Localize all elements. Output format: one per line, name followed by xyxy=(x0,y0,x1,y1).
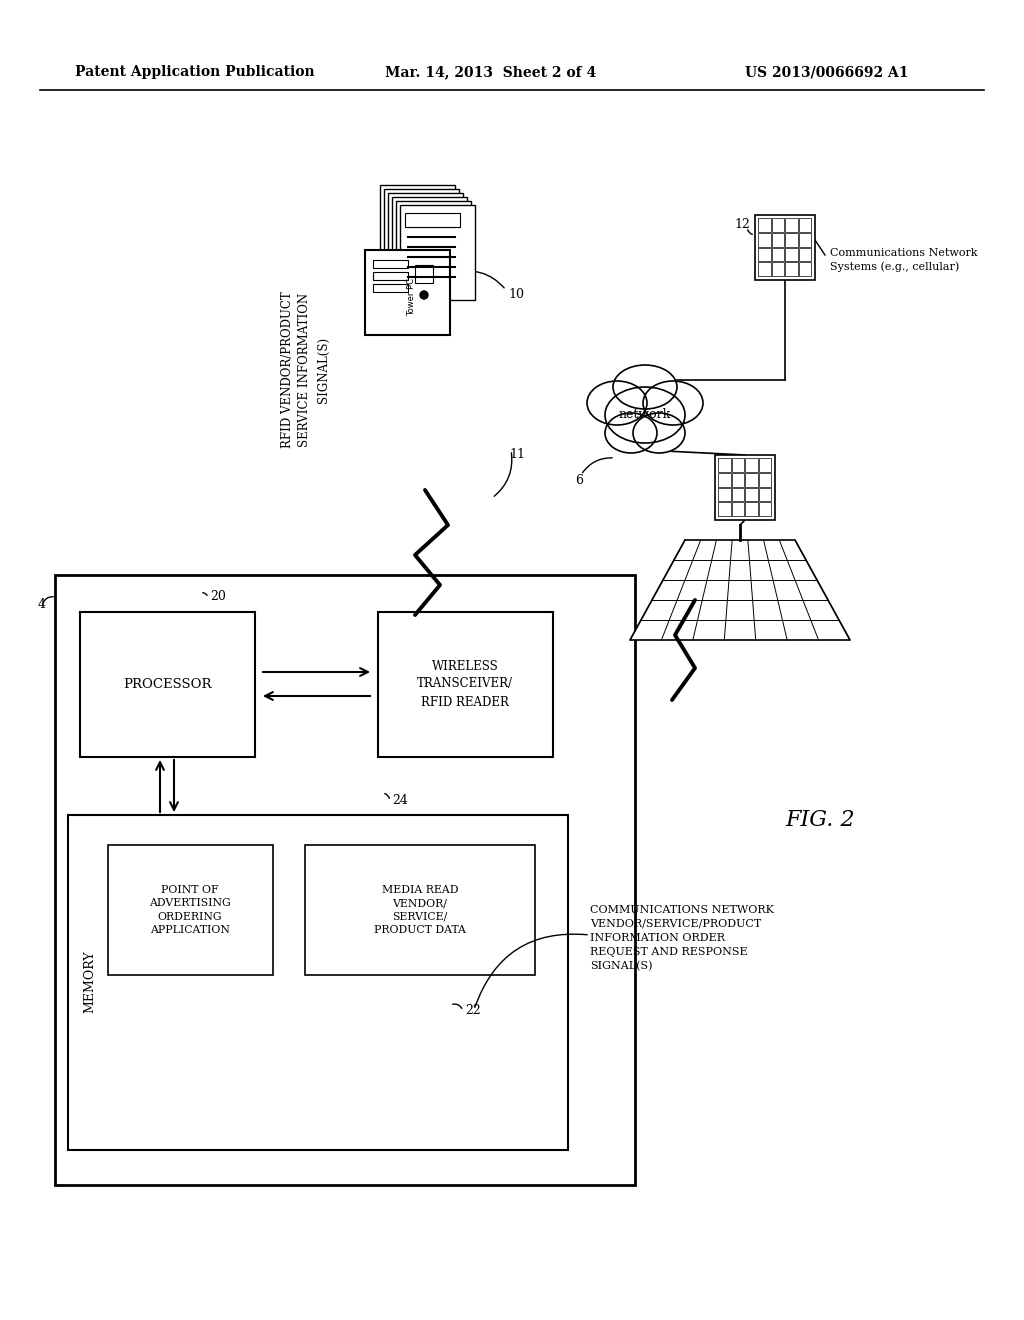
Bar xyxy=(68,814,568,1150)
Text: WIRELESS
TRANSCEIVER/
RFID READER: WIRELESS TRANSCEIVER/ RFID READER xyxy=(417,660,513,709)
Ellipse shape xyxy=(643,381,703,425)
Text: 10: 10 xyxy=(508,289,524,301)
Bar xyxy=(759,473,771,487)
Bar xyxy=(718,473,730,487)
Bar xyxy=(731,473,744,487)
Bar xyxy=(108,845,273,975)
Bar xyxy=(771,232,784,247)
Text: 11: 11 xyxy=(509,449,525,462)
Ellipse shape xyxy=(587,381,647,425)
Bar xyxy=(731,502,744,516)
Bar xyxy=(731,458,744,471)
Bar xyxy=(80,612,255,756)
Bar xyxy=(718,487,730,502)
Bar xyxy=(745,487,758,502)
Bar xyxy=(378,612,553,756)
Bar xyxy=(55,576,635,1185)
Bar xyxy=(771,218,784,232)
Ellipse shape xyxy=(605,413,657,453)
Text: Patent Application Publication: Patent Application Publication xyxy=(75,65,314,79)
Bar xyxy=(715,455,775,520)
Text: Communications Network
Systems (e.g., cellular): Communications Network Systems (e.g., ce… xyxy=(830,248,978,272)
Bar xyxy=(799,218,811,232)
Bar xyxy=(799,263,811,276)
Bar xyxy=(755,215,815,280)
Bar xyxy=(785,232,798,247)
Text: Mar. 14, 2013  Sheet 2 of 4: Mar. 14, 2013 Sheet 2 of 4 xyxy=(385,65,596,79)
Text: 12: 12 xyxy=(734,219,750,231)
Text: FIG. 2: FIG. 2 xyxy=(785,809,855,832)
Text: US 2013/0066692 A1: US 2013/0066692 A1 xyxy=(745,65,908,79)
Bar xyxy=(388,193,463,288)
Bar xyxy=(745,502,758,516)
Ellipse shape xyxy=(605,387,685,444)
Bar xyxy=(771,263,784,276)
Bar xyxy=(745,458,758,471)
Bar xyxy=(758,248,770,261)
Circle shape xyxy=(420,290,428,300)
Text: COMMUNICATIONS NETWORK
VENDOR/SERVICE/PRODUCT
INFORMATION ORDER
REQUEST AND RESP: COMMUNICATIONS NETWORK VENDOR/SERVICE/PR… xyxy=(590,906,774,972)
Bar xyxy=(718,458,730,471)
Bar xyxy=(415,265,433,282)
Bar xyxy=(384,189,459,284)
Text: MEDIA READ
VENDOR/
SERVICE/
PRODUCT DATA: MEDIA READ VENDOR/ SERVICE/ PRODUCT DATA xyxy=(374,886,466,935)
Bar xyxy=(758,263,770,276)
Text: RFID VENDOR/PRODUCT
SERVICE INFORMATION
SIGNAL(S): RFID VENDOR/PRODUCT SERVICE INFORMATION … xyxy=(281,292,330,449)
Bar xyxy=(731,487,744,502)
Bar xyxy=(718,502,730,516)
Bar xyxy=(758,232,770,247)
Bar xyxy=(373,284,408,292)
Text: PROCESSOR: PROCESSOR xyxy=(123,677,211,690)
Bar xyxy=(373,260,408,268)
Polygon shape xyxy=(630,540,850,640)
Bar xyxy=(785,248,798,261)
Text: 20: 20 xyxy=(210,590,226,603)
Ellipse shape xyxy=(633,413,685,453)
Text: Tower PC: Tower PC xyxy=(408,279,417,315)
Bar xyxy=(759,502,771,516)
Text: network: network xyxy=(618,408,671,421)
Bar xyxy=(396,201,471,296)
Bar xyxy=(799,232,811,247)
Bar xyxy=(771,248,784,261)
Text: 22: 22 xyxy=(465,1003,480,1016)
Text: POINT OF
ADVERTISING
ORDERING
APPLICATION: POINT OF ADVERTISING ORDERING APPLICATIO… xyxy=(150,886,230,935)
Text: 4: 4 xyxy=(38,598,46,611)
Text: 24: 24 xyxy=(392,793,408,807)
Bar xyxy=(365,249,450,335)
Bar xyxy=(305,845,535,975)
Bar xyxy=(799,248,811,261)
Bar xyxy=(785,263,798,276)
Bar xyxy=(406,213,460,227)
Bar xyxy=(759,458,771,471)
Text: MEMORY: MEMORY xyxy=(84,950,96,1014)
Bar xyxy=(380,185,455,280)
Bar xyxy=(373,272,408,280)
Bar xyxy=(785,218,798,232)
Ellipse shape xyxy=(613,366,677,409)
Bar xyxy=(758,218,770,232)
Text: 6: 6 xyxy=(575,474,583,487)
Bar xyxy=(400,205,475,300)
Bar xyxy=(759,487,771,502)
Bar xyxy=(392,197,467,292)
Bar xyxy=(745,473,758,487)
